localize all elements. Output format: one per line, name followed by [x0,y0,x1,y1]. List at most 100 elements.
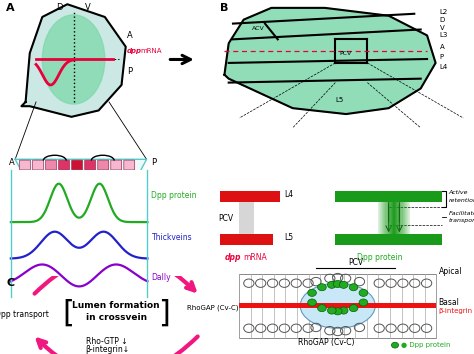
Circle shape [328,307,336,314]
FancyBboxPatch shape [111,160,122,170]
Bar [336,192,442,202]
Circle shape [318,304,326,312]
Circle shape [339,281,348,289]
Text: PCV: PCV [348,258,363,267]
Text: D: D [56,2,62,12]
Circle shape [392,342,399,348]
Bar [409,198,410,235]
Bar [405,198,406,235]
Bar [220,234,273,245]
Bar [394,198,395,235]
FancyBboxPatch shape [72,160,82,170]
Bar [389,198,390,235]
FancyBboxPatch shape [19,160,30,170]
Circle shape [349,304,358,312]
Bar [391,198,392,235]
Bar [399,198,401,235]
Bar [336,234,442,245]
Text: Facilitated: Facilitated [448,211,474,216]
Circle shape [359,289,368,296]
Text: Basal: Basal [438,298,459,307]
Text: RhoGAP (Cv-C): RhoGAP (Cv-C) [187,305,238,312]
Bar [385,198,387,235]
Bar [402,198,403,235]
Text: L4: L4 [440,64,448,70]
Text: mRNA: mRNA [140,48,162,54]
Bar [384,198,385,235]
Bar [401,198,402,235]
Text: β-integrin: β-integrin [438,308,473,314]
FancyBboxPatch shape [46,160,56,170]
Circle shape [318,284,326,291]
Bar [387,198,388,235]
Bar [406,198,407,235]
Bar [388,198,389,235]
Text: Active: Active [448,190,468,195]
Ellipse shape [42,15,105,104]
Text: B: B [220,3,228,13]
Text: [: [ [62,299,74,327]
Bar [396,198,397,235]
Text: A: A [6,3,14,13]
Bar [378,198,379,235]
Text: A: A [127,31,133,40]
Text: Thickveins: Thickveins [152,233,192,242]
Circle shape [339,307,348,314]
Bar [397,198,398,235]
Text: A: A [9,158,15,167]
Circle shape [333,308,342,315]
Text: L5: L5 [284,233,293,242]
Text: L3: L3 [440,32,448,38]
Bar [407,198,408,235]
Circle shape [308,289,317,296]
Text: PCV: PCV [218,214,233,223]
Polygon shape [21,4,126,117]
Text: dpp: dpp [127,48,142,54]
Bar [393,198,394,235]
Text: V: V [440,24,445,30]
Text: Lumen formation: Lumen formation [73,301,160,310]
FancyBboxPatch shape [85,160,96,170]
Text: transport: transport [448,218,474,223]
Text: retention: retention [448,198,474,202]
Text: Dpp protein: Dpp protein [356,252,402,262]
Bar [239,274,437,338]
Bar [239,198,254,235]
Bar [382,198,383,235]
Circle shape [349,284,358,291]
Bar [378,198,410,235]
Bar [390,198,391,235]
Bar [381,198,383,235]
Text: V: V [85,2,91,12]
Polygon shape [15,159,146,171]
Text: β-integrin↓: β-integrin↓ [85,345,129,354]
Text: ACV: ACV [252,25,265,30]
Text: Rho-GTP ↓: Rho-GTP ↓ [86,337,128,346]
Text: L5: L5 [336,97,344,103]
Text: P: P [151,158,156,167]
Bar [392,198,393,235]
Text: in crossvein: in crossvein [86,313,146,322]
Text: ]: ] [158,299,170,327]
Text: A: A [440,44,445,50]
Text: Dpp protein: Dpp protein [152,191,197,200]
Bar [380,198,381,235]
Bar [379,198,380,235]
Text: dpp: dpp [225,252,241,262]
FancyBboxPatch shape [33,160,44,170]
Text: Dpp transport: Dpp transport [0,310,48,319]
Bar [395,198,396,235]
Text: Apical: Apical [438,267,462,276]
Circle shape [308,299,317,306]
Circle shape [359,299,368,306]
Bar [398,198,399,235]
Text: RhoGAP (Cv-C): RhoGAP (Cv-C) [298,338,354,347]
Bar [408,198,409,235]
FancyArrowPatch shape [38,337,198,354]
Text: D: D [440,17,445,23]
Bar [383,198,384,235]
Circle shape [328,281,336,289]
Text: C: C [7,278,15,288]
Bar [403,198,405,235]
Text: L4: L4 [284,190,293,199]
